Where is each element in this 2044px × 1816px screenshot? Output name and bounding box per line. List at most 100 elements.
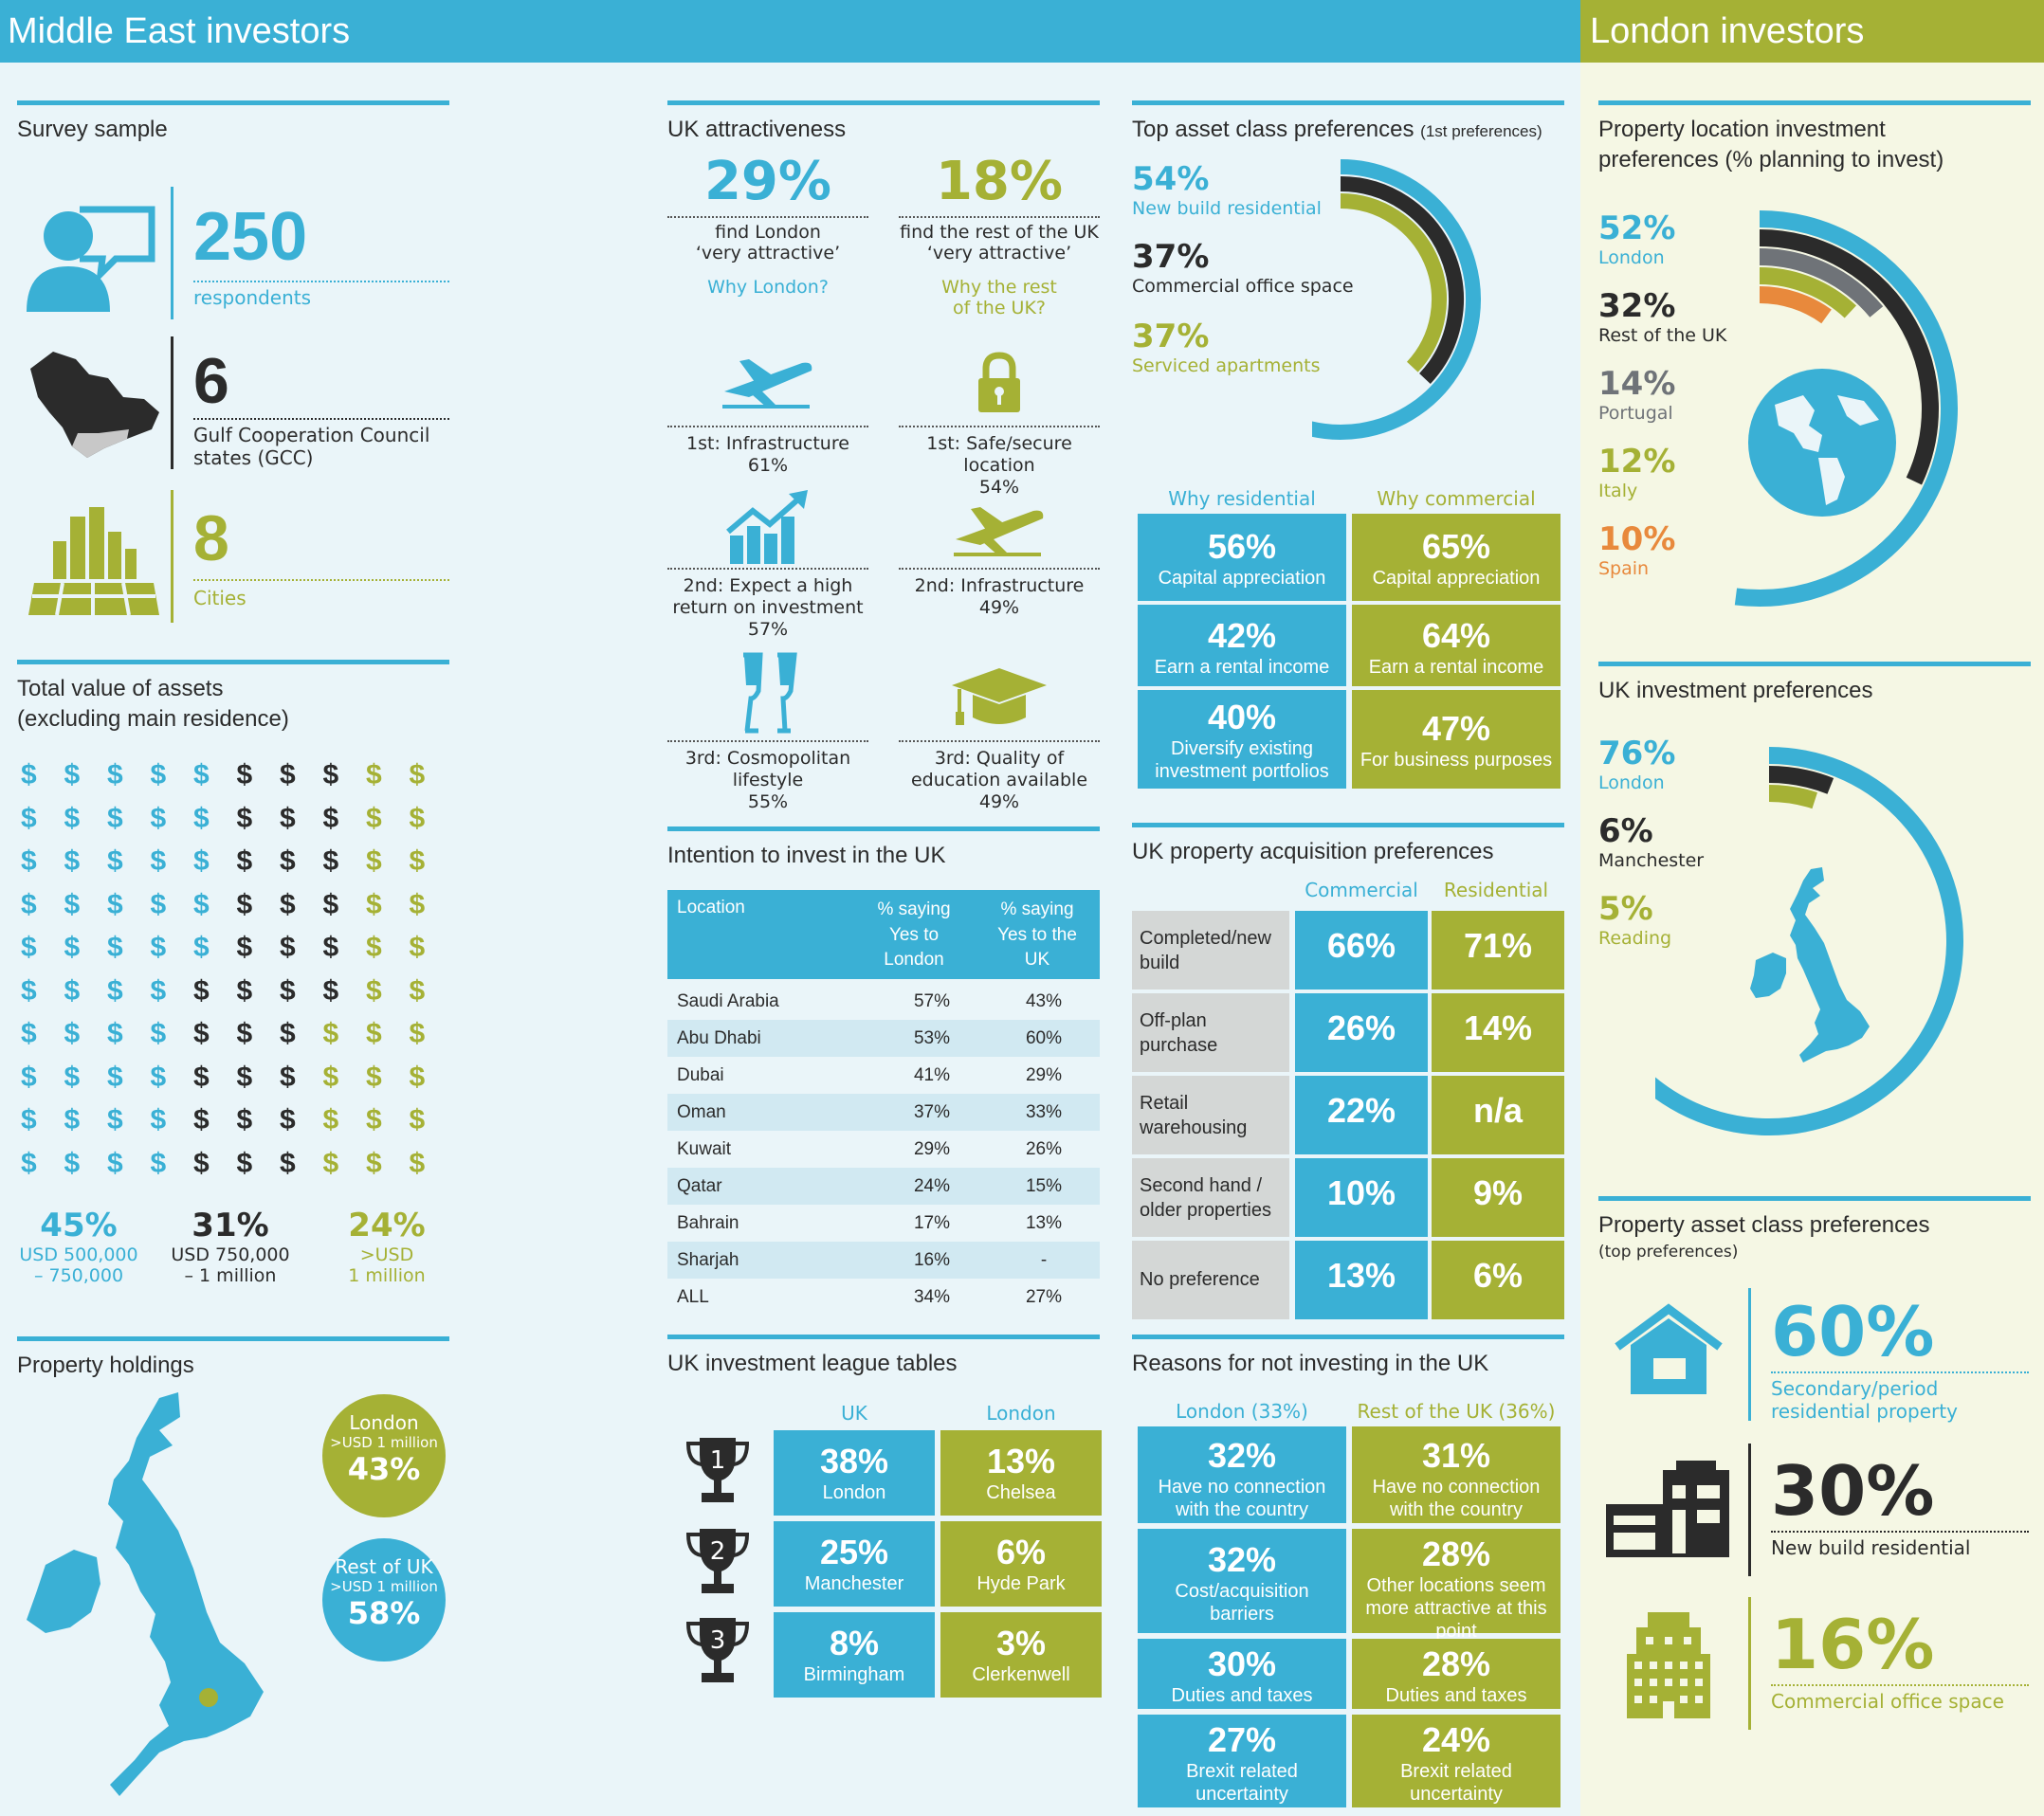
league-london-3: 3% Clerkenwell [940,1612,1102,1698]
pref-item-pct: 5% [1598,890,1653,928]
london-attract-block: 29% find London ‘very attractive’ Why Lo… [667,151,868,298]
pref-item: 12% Italy [1598,443,1675,501]
acq-commercial-value: 66% [1295,911,1428,990]
row-london: 37% [876,1094,988,1131]
pref-item-pct: 76% [1598,735,1676,772]
london-reason-2-line2: return on investment [672,596,864,618]
asset-group-2-pct: 31% [192,1207,269,1244]
growth-chart-icon [726,490,808,564]
total-assets-title-line1: Total value of assets [17,676,224,701]
total-assets-title: Total value of assets (excluding main re… [17,674,449,735]
acq-col-commercial: Commercial [1305,879,1418,901]
why-res-3-pct: 40% [1207,698,1277,736]
london-header: London investors [1580,0,2044,63]
rest-reason-1-line2: 54% [978,476,1020,498]
reason-london-2-line1: Cost/acquisition [1175,1581,1309,1602]
dollar-icon: $ [236,1147,253,1179]
dollar-icon: $ [409,1147,426,1179]
pref-item-label: Italy [1598,481,1638,501]
reason-london-1: 32% Have no connection with the country [1138,1426,1346,1523]
total-assets-section: Total value of assets (excluding main re… [17,660,449,1304]
asset-pref-3-divider [1748,1597,1751,1730]
dollar-icon: $ [150,1147,167,1179]
table-row: Dubai 41% 29% [667,1057,1100,1094]
why-res-2-pct: 42% [1207,616,1277,655]
dollar-icon: $ [64,888,81,920]
row-location: Kuwait [677,1138,732,1159]
top-asset-item-3-pct: 37% [1132,318,1210,355]
dollar-icon: $ [409,932,426,963]
row-uk: 13% [1025,1212,1063,1233]
dollar-icon: $ [366,888,382,920]
dollar-icon: $ [21,888,37,920]
dollar-icon: $ [236,1061,253,1093]
dollar-icon: $ [150,802,167,834]
row-location: ALL [677,1286,709,1307]
reason-rest-4-pct: 24% [1421,1720,1491,1759]
acq-row-label: Retail warehousing [1132,1076,1289,1154]
asset-pref-1-divider [1748,1288,1751,1421]
asset-group-2: 31% USD 750,000 – 1 million [169,1207,292,1286]
why-res-2: 42% Earn a rental income [1138,605,1346,686]
reason-rest-1: 31% Have no connection with the country [1352,1426,1560,1523]
league-london-3-pct: 3% [995,1624,1047,1662]
dollar-icon: $ [366,802,382,834]
dollar-icon: $ [280,845,296,877]
reason-rest-1-line2: with the country [1389,1499,1524,1520]
dollar-icon: $ [280,1104,296,1135]
dollar-icon: $ [322,932,339,963]
reason-london-3: 30% Duties and taxes [1138,1639,1346,1709]
league-london-2: 6% Hyde Park [940,1521,1102,1607]
dollar-icon: $ [280,802,296,834]
row-uk: 26% [1025,1138,1063,1159]
dollar-icon: $ [236,888,253,920]
acq-residential-value: 9% [1432,1158,1564,1237]
league-london-2-name: Hyde Park [976,1573,1066,1594]
top-asset-item-1-pct: 54% [1132,160,1210,198]
acq-row-label-line1: No preference [1140,1269,1260,1290]
dollar-icon: $ [322,1147,339,1179]
why-com-2: 64% Earn a rental income [1352,605,1560,686]
dollar-icon: $ [107,888,123,920]
why-commercial-title: Why commercial [1377,487,1536,510]
pref-item-pct: 6% [1598,812,1653,850]
reason-rest-1-line1: Have no connection [1372,1477,1541,1498]
why-com-2-label: Earn a rental income [1368,657,1544,678]
why-res-1: 56% Capital appreciation [1138,514,1346,601]
table-row: Bahrain 17% 13% [667,1205,1100,1242]
cities-value: 8 [193,502,229,574]
acquisition-section: UK property acquisition preferences Comm… [1132,823,1564,1319]
dollar-icon: $ [107,1104,123,1135]
pref-item: 14% Portugal [1598,365,1675,424]
london-header-title: London investors [1590,10,1865,51]
london-holdings-label: London [349,1411,419,1434]
dollar-icon: $ [322,888,339,920]
dollar-icon: $ [150,845,167,877]
location-pref-title: Property location investment preferences… [1598,115,2031,176]
location-pref-arc-chart [1734,210,1958,607]
intention-col-london: % saying Yes to London [857,898,971,973]
property-holdings-section: Property holdings London >USD 1 million … [17,1336,449,1801]
dollar-icon: $ [193,932,210,963]
dollar-icon: $ [280,759,296,790]
intention-section: Intention to invest in the UK Location %… [667,826,1100,1319]
league-london-2-pct: 6% [995,1533,1047,1571]
intention-col-uk-line3: UK [1024,950,1050,971]
row-uk: 27% [1025,1286,1063,1307]
reason-rest-2-line3: point [1435,1621,1477,1642]
dollar-icon: $ [107,759,123,790]
acq-commercial-value: 22% [1295,1076,1428,1154]
dollar-icon: $ [280,1061,296,1093]
league-tables-section: UK investment league tables UK London 1 … [667,1335,1102,1704]
dollar-icon: $ [64,1147,81,1179]
rest-reason-3-line3: 49% [978,790,1020,812]
location-pref-title-line2: preferences (% planning to invest) [1598,147,1944,173]
asset-group-3-line1: >USD [359,1244,414,1265]
uk-pref-title: UK investment preferences [1598,678,1873,703]
dollar-icon: $ [64,759,81,790]
uk-pref-section: UK investment preferences 76% London 6% Man… [1598,662,2031,1173]
dollar-icon: $ [280,888,296,920]
arc-portugal [1759,248,1884,318]
dollar-icon: $ [193,802,210,834]
trophy-3-icon: 3 [685,1618,750,1682]
